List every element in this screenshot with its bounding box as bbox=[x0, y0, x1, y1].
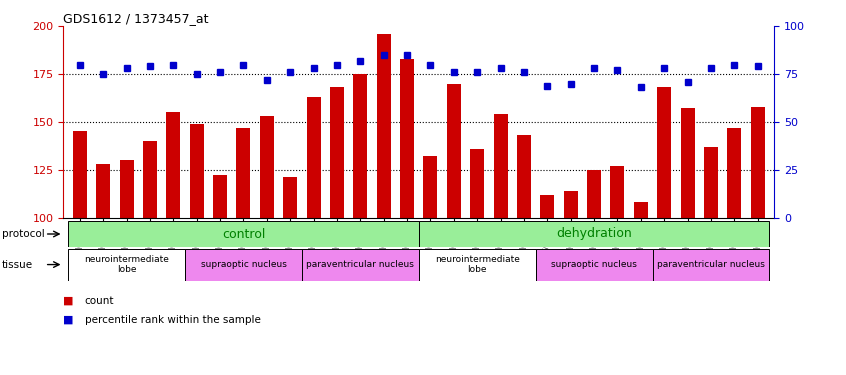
Bar bbox=[236, 128, 250, 218]
Bar bbox=[190, 124, 204, 218]
Text: supraoptic nucleus: supraoptic nucleus bbox=[551, 260, 637, 269]
Bar bbox=[680, 108, 695, 217]
Bar bbox=[424, 156, 437, 218]
Bar bbox=[419, 221, 769, 247]
Text: control: control bbox=[222, 228, 265, 240]
Text: neurointermediate
lobe: neurointermediate lobe bbox=[435, 255, 519, 274]
Bar bbox=[563, 191, 578, 217]
Bar bbox=[354, 74, 367, 217]
Bar bbox=[657, 87, 671, 218]
Bar bbox=[283, 177, 297, 218]
Text: dehydration: dehydration bbox=[556, 228, 632, 240]
Text: paraventricular nucleus: paraventricular nucleus bbox=[657, 260, 765, 269]
Bar bbox=[73, 132, 87, 218]
Text: percentile rank within the sample: percentile rank within the sample bbox=[85, 315, 261, 325]
Text: paraventricular nucleus: paraventricular nucleus bbox=[306, 260, 415, 269]
Bar bbox=[69, 221, 419, 247]
Bar bbox=[213, 176, 227, 217]
Bar bbox=[330, 87, 344, 218]
Bar bbox=[541, 195, 554, 217]
Bar bbox=[652, 249, 769, 280]
Bar bbox=[167, 112, 180, 218]
Bar bbox=[470, 148, 484, 217]
Bar bbox=[400, 59, 414, 217]
Text: tissue: tissue bbox=[2, 260, 33, 270]
Text: GDS1612 / 1373457_at: GDS1612 / 1373457_at bbox=[63, 12, 209, 25]
Bar bbox=[750, 106, 765, 218]
Text: neurointermediate
lobe: neurointermediate lobe bbox=[84, 255, 169, 274]
Bar bbox=[419, 249, 536, 280]
Bar bbox=[587, 170, 602, 217]
Bar bbox=[447, 84, 461, 218]
Bar bbox=[185, 249, 302, 280]
Bar bbox=[493, 114, 508, 218]
Bar bbox=[536, 249, 652, 280]
Text: supraoptic nucleus: supraoptic nucleus bbox=[201, 260, 287, 269]
Text: ■: ■ bbox=[63, 296, 74, 306]
Text: protocol: protocol bbox=[2, 229, 45, 239]
Bar bbox=[704, 147, 718, 218]
Bar bbox=[306, 97, 321, 218]
Bar bbox=[96, 164, 110, 218]
Bar bbox=[517, 135, 531, 218]
Bar bbox=[69, 249, 185, 280]
Bar bbox=[260, 116, 274, 218]
Bar bbox=[634, 202, 648, 217]
Bar bbox=[376, 34, 391, 218]
Bar bbox=[728, 128, 741, 218]
Text: count: count bbox=[85, 296, 114, 306]
Bar bbox=[611, 166, 624, 218]
Text: ■: ■ bbox=[63, 315, 74, 325]
Bar bbox=[119, 160, 134, 218]
Bar bbox=[143, 141, 157, 218]
Bar bbox=[302, 249, 419, 280]
